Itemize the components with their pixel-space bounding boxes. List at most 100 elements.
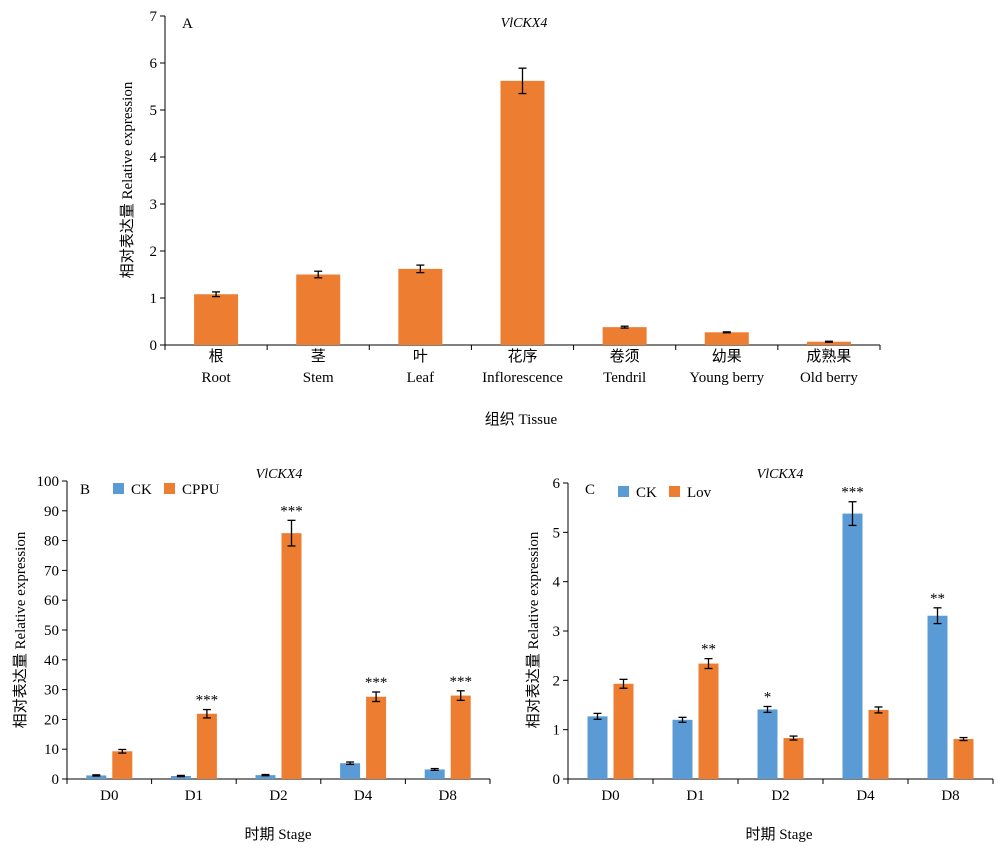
panel-b-y-tick-label: 90: [44, 504, 59, 520]
panel-b-y-tick-label: 80: [44, 534, 59, 550]
panel-b-bar: [196, 713, 217, 779]
panel-c-significance-label: ***: [841, 485, 864, 501]
panel-a-y-tick-label: 5: [150, 103, 158, 119]
panel-a-x-tick-label-en: Stem: [303, 370, 334, 386]
panel-b-x-tick-label: D0: [100, 788, 118, 804]
panel-c-bar: [613, 683, 634, 779]
panel-a-x-tick-label-cn: 幼果: [712, 348, 742, 365]
panel-c-x-tick-label: D0: [601, 788, 619, 804]
panel-b-significance-label: ***: [449, 674, 472, 690]
panel-b-marks: 0 10 20 30 40 50 60 70 80 90 100 D0 D1 *** D2 *** D4 *** D…: [37, 474, 491, 804]
legend-b-cppu-label: CPPU: [182, 482, 220, 498]
panel-c-y-tick-label: 5: [553, 525, 561, 541]
panel-b-y-tick-label: 100: [37, 474, 60, 490]
panel-c-bar: [953, 739, 974, 779]
panel-a-y-tick-label: 7: [150, 9, 158, 25]
panel-b-x-tick-label: D4: [354, 788, 373, 804]
panel-c-x-tick-label: D4: [856, 788, 875, 804]
panel-b-xlabel: 时期 Stage: [244, 826, 311, 843]
panel-b-bar: [424, 769, 445, 779]
panel-a-x-tick-label-cn: 根: [209, 348, 224, 365]
panel-a-title: VlCKX4: [501, 16, 548, 31]
panel-a-x-tick-label-en: Tendril: [603, 370, 646, 386]
panel-c-x-tick-label: D1: [686, 788, 704, 804]
panel-b-x-tick-label: D8: [439, 788, 457, 804]
panel-c-bar: [672, 719, 693, 779]
panel-c-y-tick-label: 4: [553, 575, 561, 591]
panel-b-y-tick-label: 30: [44, 683, 59, 699]
legend-c-ck-label: CK: [636, 485, 657, 501]
legend-b-cppu-swatch: [164, 483, 175, 494]
panel-b-y-tick-label: 10: [44, 742, 59, 758]
panel-a-y-tick-label: 1: [150, 291, 158, 307]
panel-b-title: VlCKX4: [256, 467, 303, 482]
panel-a-xlabel: 组织 Tissue: [485, 411, 558, 428]
panel-c-bar: [757, 709, 778, 779]
panel-c-y-tick-label: 0: [553, 772, 561, 788]
panel-c-bar: [698, 663, 719, 779]
panel-c-letter: C: [585, 482, 595, 498]
panel-a-bar: [806, 341, 851, 345]
panel-c-bar: [783, 738, 804, 779]
panel-b-letter: B: [80, 482, 90, 498]
panel-b-bar: [366, 696, 387, 779]
panel-b-chart: B VlCKX4 CK CPPU 相对表达量 Relative expressi…: [12, 467, 491, 843]
legend-b-ck-label: CK: [131, 482, 152, 498]
panel-c-chart: C VlCKX4 CK Lov 相对表达量 Relative expressio…: [525, 467, 994, 843]
panel-b-y-tick-label: 40: [44, 653, 59, 669]
panel-a-ylabel: 相对表达量 Relative expression: [119, 81, 136, 278]
panel-b-x-tick-label: D1: [185, 788, 203, 804]
legend-c-ck-swatch: [618, 486, 629, 497]
panel-a-bar: [704, 332, 749, 345]
panel-a-y-tick-label: 0: [150, 338, 158, 354]
panel-c-bar: [868, 709, 889, 779]
panel-b-y-tick-label: 70: [44, 563, 59, 579]
panel-c-x-tick-label: D2: [771, 788, 789, 804]
panel-a-chart: A VlCKX4 相对表达量 Relative expression 组织 Ti…: [119, 9, 881, 428]
panel-a-x-tick-label-en: Leaf: [407, 370, 434, 386]
panel-a-x-tick-label-en: Inflorescence: [482, 370, 563, 386]
panel-b-bar: [112, 751, 133, 779]
panel-b-bar: [86, 775, 107, 779]
panel-a-x-tick-label-cn: 卷须: [610, 348, 640, 365]
legend-c-lov-swatch: [669, 486, 680, 497]
panel-b-ylabel: 相对表达量 Relative expression: [12, 531, 29, 728]
panel-c-significance-label: *: [764, 689, 772, 705]
legend-b-ck-swatch: [113, 483, 124, 494]
panel-a-x-tick-label-cn: 成熟果: [806, 348, 851, 365]
panel-a-y-tick-label: 6: [150, 56, 158, 72]
panel-b-y-tick-label: 0: [52, 772, 60, 788]
panel-b-significance-label: ***: [196, 693, 219, 709]
panel-b-x-tick-label: D2: [269, 788, 287, 804]
panel-a-bar: [500, 80, 545, 346]
panel-a-bar: [194, 294, 239, 345]
panel-a-y-tick-label: 3: [150, 197, 158, 213]
panel-c-bar: [927, 615, 948, 779]
panel-c-marks: 0 1 2 3 4 5 6 D0 D1 ** D2 * D4 *** D8 **: [553, 476, 994, 804]
panel-a-x-tick-label-cn: 叶: [413, 348, 428, 365]
panel-b-significance-label: ***: [365, 675, 388, 691]
panel-c-y-tick-label: 1: [553, 723, 561, 739]
panel-a-marks: 0 1 2 3 4 5 6 7 根 Root 茎 Stem 叶 Leaf 花序 Inflorescence 卷须…: [150, 9, 881, 386]
panel-c-x-tick-label: D8: [941, 788, 959, 804]
panel-b-y-tick-label: 60: [44, 593, 59, 609]
panel-b-bar: [255, 775, 276, 779]
panel-a-bar: [398, 268, 443, 345]
panel-a-bar: [296, 274, 341, 345]
panel-b-bar: [450, 695, 471, 779]
panel-a-x-tick-label-en: Young berry: [689, 370, 764, 386]
panel-b-bar: [340, 763, 361, 779]
panel-a-y-tick-label: 2: [150, 244, 158, 260]
panel-b-bar: [170, 776, 191, 779]
panel-c-y-tick-label: 3: [553, 624, 561, 640]
legend-c-lov-label: Lov: [687, 485, 712, 501]
panel-c-significance-label: **: [930, 591, 945, 607]
panel-b-bar: [281, 533, 302, 779]
panel-b-y-tick-label: 50: [44, 623, 59, 639]
panel-c-bar: [587, 716, 608, 779]
panel-b-significance-label: ***: [280, 503, 303, 519]
panel-a-y-tick-label: 4: [150, 150, 158, 166]
panel-a-x-tick-label-cn: 茎: [311, 348, 326, 365]
panel-c-y-tick-label: 2: [553, 673, 561, 689]
